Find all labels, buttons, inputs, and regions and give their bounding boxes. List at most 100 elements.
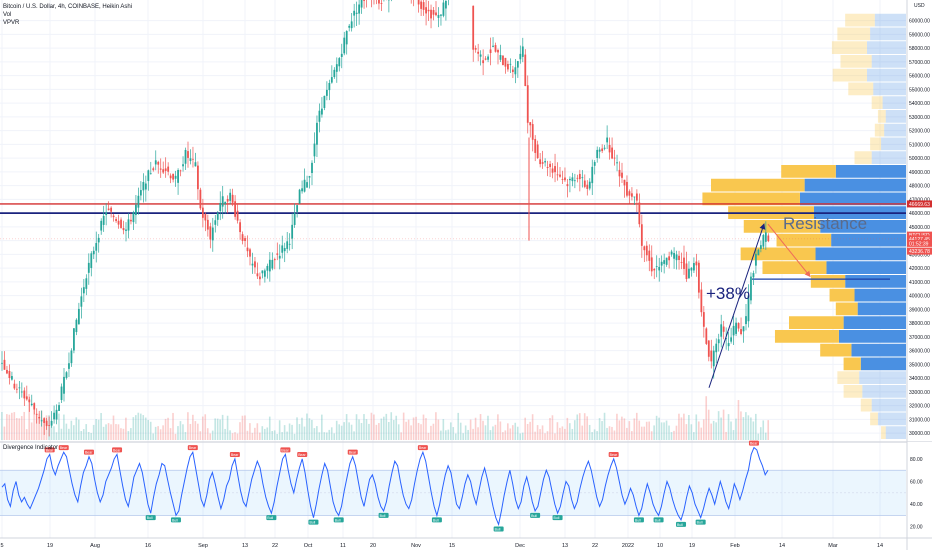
volume-bar [539, 429, 541, 440]
oscillator-title[interactable]: Divergence Indicator [3, 445, 58, 451]
candle-body [641, 224, 643, 246]
volume-bar [574, 420, 576, 440]
bull-label: Bull [267, 516, 273, 520]
volume-bar [291, 425, 293, 440]
volume-bar [619, 420, 621, 440]
candle-body [703, 312, 705, 327]
volume-bar [388, 422, 390, 440]
candle-body [324, 96, 326, 108]
volume-bar [214, 418, 216, 440]
candle-body [103, 216, 105, 225]
candle-body [651, 257, 653, 271]
candle-body [539, 159, 541, 164]
bear-label: Bear [60, 446, 68, 450]
volume-bar [576, 414, 578, 440]
volume-bar [462, 433, 464, 440]
volume-bar [750, 417, 752, 440]
candle-body [691, 268, 693, 271]
volume-bar [678, 414, 680, 440]
volume-bar [383, 417, 385, 440]
indicator-vol-label[interactable]: Vol [3, 11, 132, 19]
vp-bar-up [878, 110, 886, 123]
candle-body [177, 170, 179, 183]
volume-bar [738, 400, 740, 440]
volume-bar [755, 414, 757, 440]
candle-body [314, 144, 316, 157]
rise-arrow [709, 224, 764, 388]
bear-label: Bear [85, 451, 93, 455]
volume-bar [142, 415, 144, 440]
volume-bar [331, 427, 333, 440]
candle-body [108, 209, 110, 210]
bear-label: Bear [419, 446, 427, 450]
candle-body [624, 180, 626, 186]
volume-bar [212, 431, 214, 440]
volume-bar [326, 432, 328, 440]
candle-body [286, 241, 288, 249]
volume-bar [58, 414, 60, 440]
candle-body [28, 400, 30, 403]
volume-bar [202, 417, 204, 440]
vp-bar-up [848, 83, 873, 96]
volume-bar [175, 434, 177, 440]
volume-bar [103, 427, 105, 440]
candle-body [609, 145, 611, 152]
volume-bar [395, 416, 397, 440]
volume-bar [219, 419, 221, 440]
candle-body [626, 182, 628, 196]
volume-bar [452, 427, 454, 440]
price-tick-label: 30000.00 [909, 431, 930, 437]
volume-bar [324, 432, 326, 440]
candle-body [175, 176, 177, 179]
indicator-vpvr-label[interactable]: VPVR [3, 19, 132, 27]
candle-body [653, 269, 655, 270]
candle-body [170, 176, 172, 179]
volume-bar [688, 415, 690, 440]
candle-body [271, 260, 273, 269]
candle-body [214, 220, 216, 225]
volume-bar [730, 422, 732, 440]
volume-bar [527, 424, 529, 440]
vp-bar-down [826, 261, 906, 274]
candle-body [14, 384, 16, 389]
candle-body [276, 253, 278, 254]
candle-body [656, 266, 658, 267]
candle-body [331, 77, 333, 82]
osc-tick-label: 60.00 [910, 480, 923, 486]
candle-body [715, 344, 717, 353]
volume-bar [430, 426, 432, 440]
candle-body [100, 221, 102, 231]
volume-bar [718, 411, 720, 440]
volume-bar [567, 418, 569, 440]
volume-bar [698, 421, 700, 440]
bull-label: Bull [531, 514, 537, 518]
candle-body [269, 260, 271, 272]
volume-bar [631, 431, 633, 440]
candle-body [425, 7, 427, 13]
candle-body [361, 0, 363, 8]
volume-bar [279, 420, 281, 440]
volume-bar [56, 432, 58, 440]
candle-body [753, 273, 755, 277]
volume-bar [276, 434, 278, 440]
volume-bar [658, 418, 660, 440]
volume-bar [16, 418, 18, 440]
volume-bar [351, 425, 353, 440]
candle-body [266, 266, 268, 271]
candle-body [6, 370, 8, 373]
vp-bar-up [875, 124, 884, 137]
time-tick-label: 14 [877, 543, 883, 549]
volume-bar [656, 416, 658, 440]
volume-bar [368, 424, 370, 440]
candle-body [661, 262, 663, 266]
volume-bar [222, 415, 224, 440]
candle-body [279, 256, 281, 259]
bear-label: Bear [231, 453, 239, 457]
volume-bar [606, 428, 608, 440]
candle-body [187, 151, 189, 158]
volume-bar [160, 429, 162, 440]
symbol-title[interactable]: Bitcoin / U.S. Dollar, 4h, COINBASE, Hei… [3, 3, 132, 11]
volume-bar [524, 418, 526, 440]
candle-body [574, 180, 576, 181]
